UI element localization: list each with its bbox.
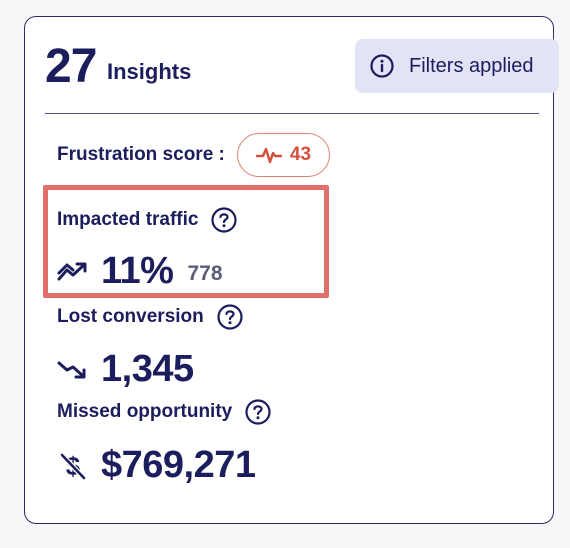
trend-up-icon	[57, 257, 89, 285]
help-icon[interactable]	[210, 206, 238, 234]
impacted-traffic-highlight	[43, 185, 329, 298]
help-icon[interactable]	[216, 303, 244, 331]
missed-opportunity-label: Missed opportunity	[57, 401, 233, 422]
insights-count: 27	[45, 40, 97, 93]
pulse-icon	[255, 144, 282, 166]
frustration-score-value: 43	[289, 144, 312, 165]
lost-conversion-label-row: Lost conversion	[57, 302, 244, 332]
info-circle-icon	[369, 53, 395, 79]
lost-conversion-value: 1,345	[101, 347, 194, 390]
impacted-traffic-label: Impacted traffic	[57, 209, 199, 230]
missed-opportunity-value-row: $ $769,271	[57, 441, 256, 489]
help-icon[interactable]	[244, 398, 272, 426]
impacted-traffic-value-row: 11% 778	[57, 247, 223, 295]
missed-opportunity-value: $769,271	[101, 443, 256, 486]
impacted-traffic-label-row: Impacted traffic	[57, 205, 238, 235]
trend-down-icon	[57, 355, 89, 383]
frustration-score-badge[interactable]: 43	[236, 133, 331, 177]
card-header: 27 Insights Filters applied	[45, 39, 559, 99]
lost-conversion-value-row: 1,345	[57, 345, 194, 393]
filters-applied-button[interactable]: Filters applied	[355, 39, 559, 93]
no-dollar-icon: $	[57, 451, 89, 481]
insights-card: 27 Insights Filters applied Frustration …	[24, 16, 559, 524]
insights-label: Insights	[107, 59, 192, 84]
filters-applied-label: Filters applied	[409, 54, 534, 77]
missed-opportunity-label-row: Missed opportunity	[57, 397, 272, 427]
impacted-traffic-count: 778	[187, 262, 223, 285]
lost-conversion-label: Lost conversion	[57, 306, 204, 327]
impacted-traffic-value: 11%	[101, 249, 174, 292]
header-divider	[45, 113, 539, 114]
frustration-score-row: Frustration score : 43	[57, 132, 331, 178]
frustration-score-label: Frustration score :	[57, 144, 225, 165]
